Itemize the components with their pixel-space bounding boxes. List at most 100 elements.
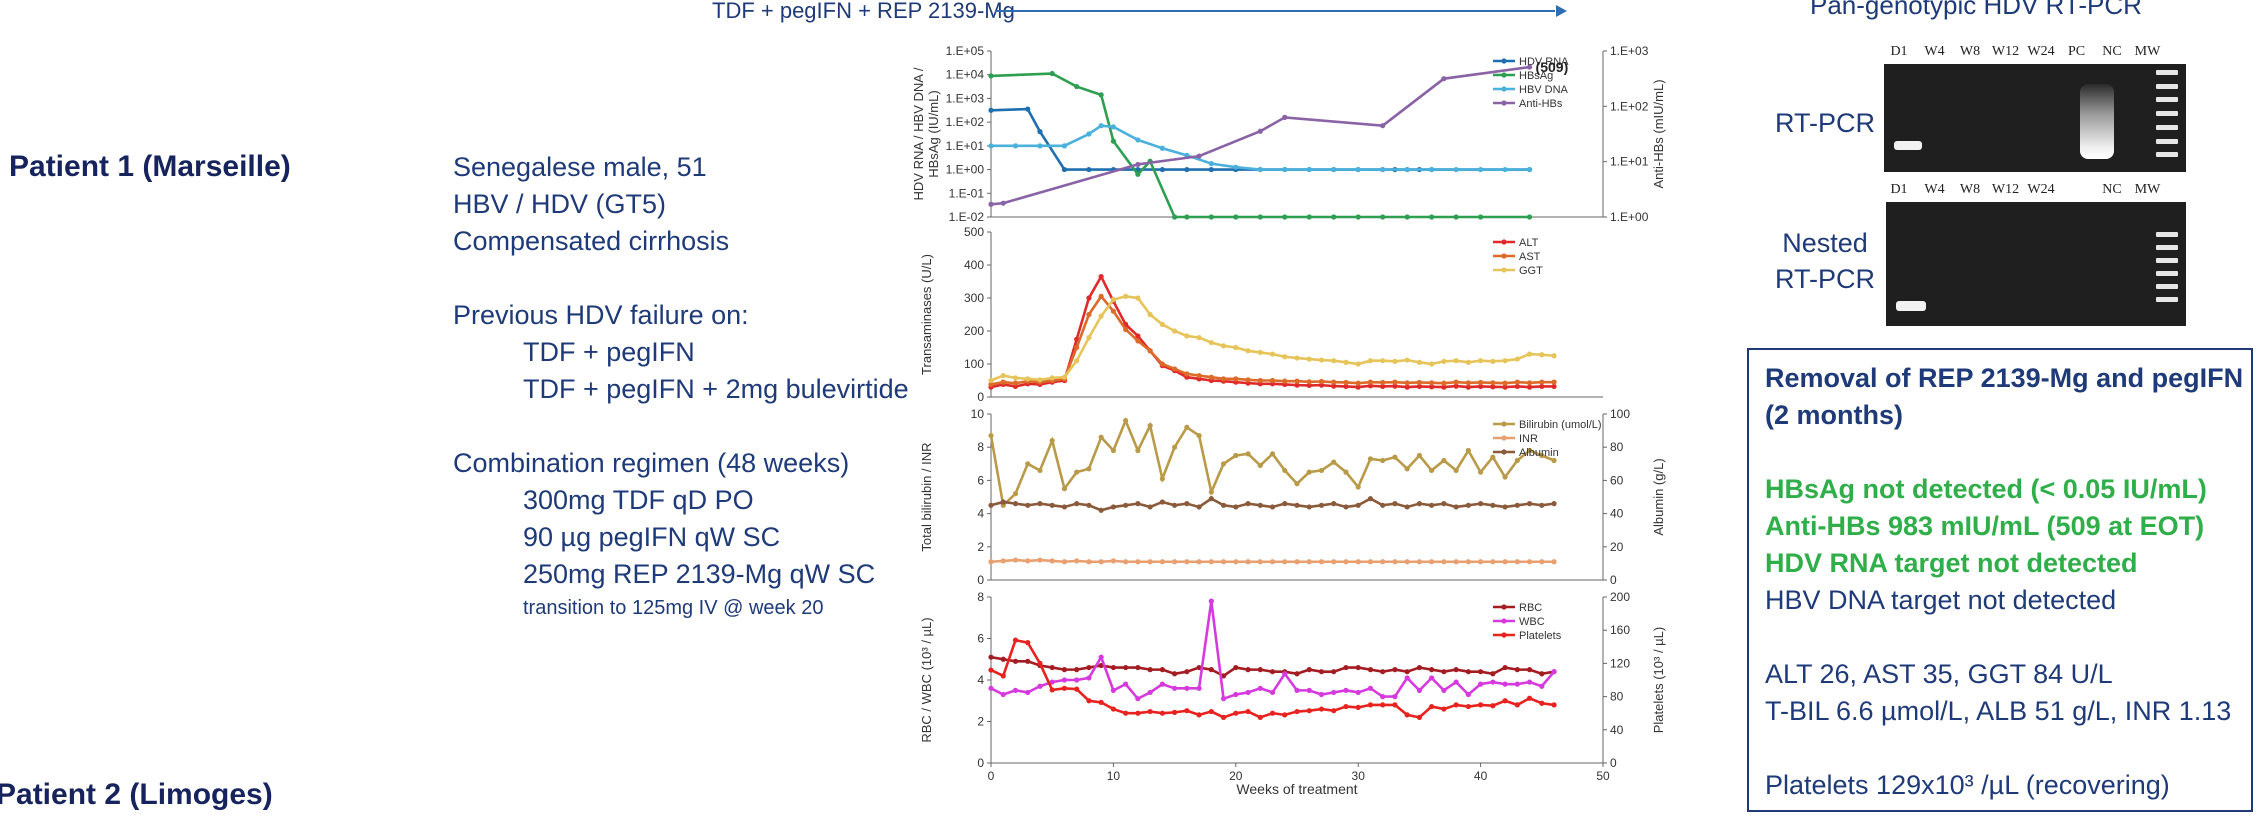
data-point [1490, 358, 1496, 364]
y-tick-label: 6 [977, 632, 984, 646]
data-point [1453, 702, 1459, 708]
data-point [1294, 382, 1300, 388]
outcome-line: Platelets 129x10³ /µL (recovering) [1765, 770, 2170, 800]
data-point [1441, 559, 1447, 565]
data-point [1086, 675, 1092, 681]
data-point [1184, 669, 1190, 675]
data-point [1502, 380, 1508, 386]
data-point [1061, 374, 1068, 380]
data-point [1343, 359, 1349, 365]
data-point [1453, 467, 1459, 474]
legend-label: HBV DNA [1519, 84, 1569, 96]
data-point [1196, 664, 1202, 671]
data-point [1123, 710, 1129, 716]
data-point [1159, 145, 1165, 151]
data-point [1416, 452, 1422, 459]
lane-label: NC [2102, 182, 2122, 197]
data-point [1392, 501, 1398, 507]
y-tick-label: 0 [977, 390, 984, 404]
data-point [988, 143, 994, 149]
data-point [1453, 379, 1459, 385]
data-point [1343, 703, 1349, 710]
data-point [1269, 351, 1276, 357]
ladder-band [2156, 83, 2178, 89]
data-point [1208, 214, 1214, 220]
data-point [1135, 338, 1141, 344]
outcome-line: HBsAg not detected (< 0.05 IU/mL) [1765, 474, 2207, 504]
data-point [1000, 558, 1006, 564]
data-point [1086, 131, 1092, 137]
data-point [1012, 557, 1019, 563]
data-point [1049, 679, 1055, 685]
patient1-line: TDF + pegIFN + 2mg bulevirtide [523, 374, 909, 404]
data-point [1257, 166, 1263, 173]
data-point [1061, 143, 1068, 149]
data-point [1380, 669, 1386, 675]
data-point [1502, 384, 1508, 390]
patient2-title: Patient 2 (Limoges) [0, 778, 273, 811]
data-point [1502, 698, 1508, 704]
ladder-band [2156, 271, 2178, 276]
data-point [1135, 501, 1141, 507]
data-point [1220, 673, 1227, 679]
data-point [1012, 375, 1019, 381]
data-point [1453, 504, 1459, 510]
x-tick-label: 30 [1352, 769, 1366, 783]
data-point [1441, 76, 1447, 82]
nested-rt-pcr-label: Nested RT-PCR [1770, 225, 1880, 297]
data-point [1551, 501, 1557, 507]
lane-label: W8 [1959, 182, 1981, 197]
data-point [1098, 92, 1104, 98]
data-point [1416, 501, 1422, 507]
data-point [1343, 379, 1349, 386]
data-point [1306, 559, 1312, 565]
data-point [1453, 679, 1459, 685]
data-point [1490, 384, 1496, 390]
data-point [1233, 504, 1239, 510]
data-point [1061, 559, 1068, 565]
legend-label: AST [1519, 251, 1541, 263]
data-point [1404, 675, 1410, 681]
data-point [1233, 559, 1239, 565]
ladder-band [2156, 70, 2178, 75]
data-point [1233, 376, 1239, 382]
data-point [1331, 669, 1337, 675]
data-point [1551, 379, 1557, 385]
ladder-band [2156, 111, 2178, 117]
data-point [1404, 214, 1410, 220]
data-point [1135, 559, 1141, 565]
data-point [1318, 559, 1325, 565]
y-tick-label-right: 40 [1610, 723, 1624, 737]
y-tick-label: 8 [977, 440, 984, 454]
data-point [1294, 687, 1300, 693]
data-point [1416, 714, 1422, 720]
data-point [1110, 504, 1116, 510]
data-point [1404, 669, 1410, 675]
y-tick-label: 1.E+04 [946, 68, 985, 82]
data-point [1526, 351, 1533, 357]
series-line-hdv-rna [990, 107, 1530, 171]
data-point [1037, 467, 1043, 474]
data-point [1294, 378, 1300, 384]
data-point [1392, 454, 1398, 460]
data-point [1355, 559, 1361, 565]
data-point [1172, 214, 1178, 220]
data-point [1049, 687, 1055, 693]
data-point [1478, 702, 1484, 708]
data-point [1318, 378, 1325, 385]
patient1-line: 250mg REP 2139-Mg qW SC [523, 559, 876, 589]
data-point [1049, 558, 1055, 564]
data-point [1184, 333, 1190, 339]
data-point [1159, 499, 1165, 505]
data-point [1490, 380, 1496, 386]
data-point [988, 73, 994, 79]
data-point [1331, 214, 1337, 220]
data-point [1380, 379, 1386, 386]
data-point [1453, 559, 1459, 565]
data-point [1539, 700, 1545, 706]
data-point [1196, 685, 1202, 691]
legend-marker [1501, 632, 1507, 638]
data-point [1429, 166, 1435, 173]
data-point [1465, 691, 1471, 698]
data-point [1514, 457, 1520, 464]
